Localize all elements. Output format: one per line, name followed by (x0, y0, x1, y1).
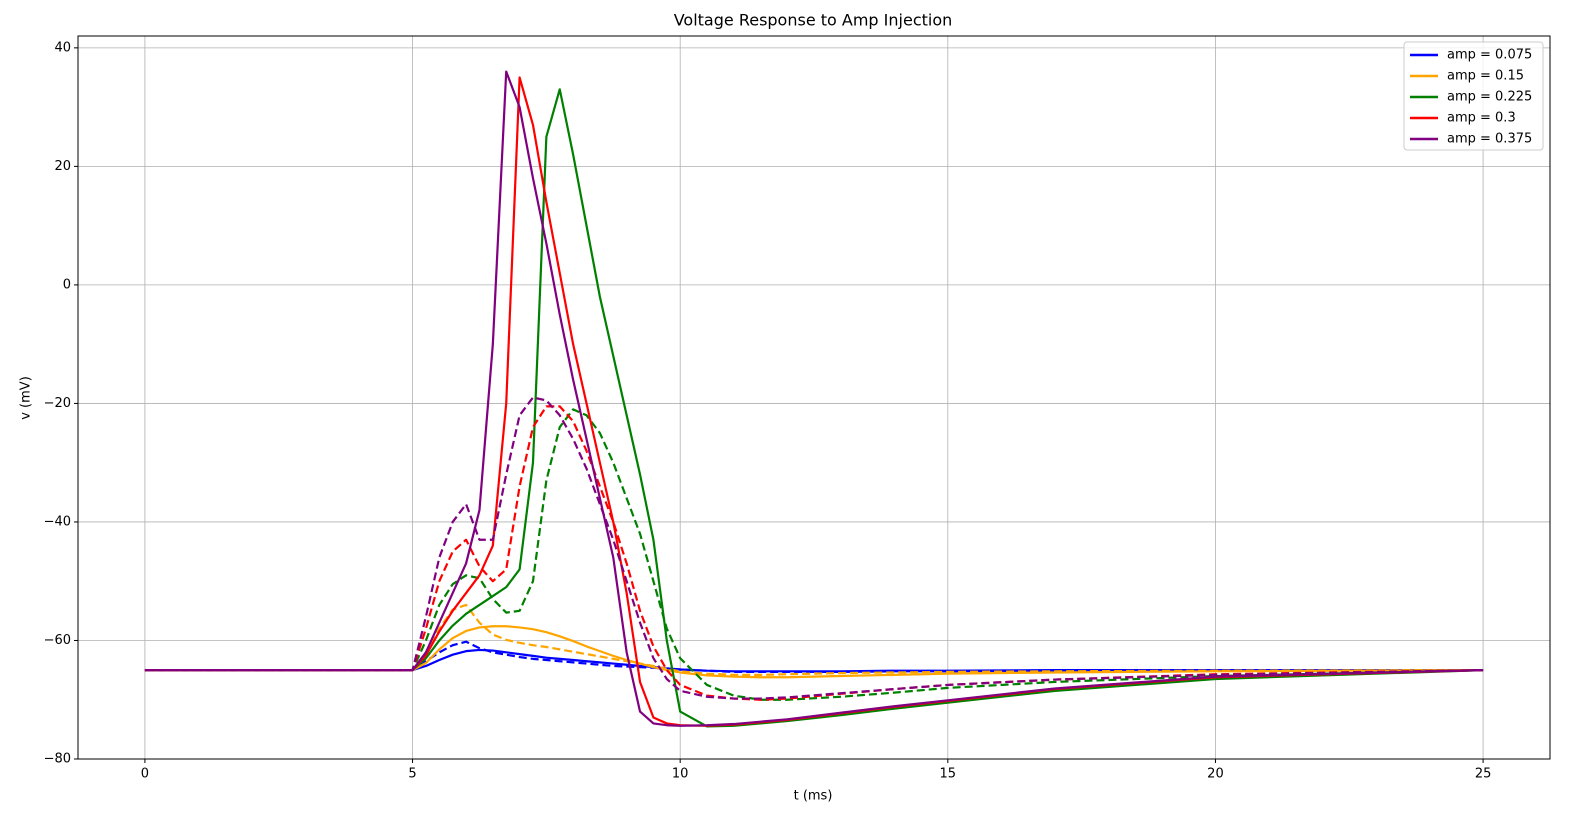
x-tick-label: 0 (141, 767, 149, 782)
legend-label: amp = 0.3 (1447, 111, 1516, 126)
y-axis-label: v (mV) (19, 376, 34, 420)
y-tick-label: −80 (44, 752, 71, 767)
line-series (144, 88, 1484, 728)
y-tick-label: −40 (44, 514, 71, 529)
x-tick-label: 25 (1475, 767, 1492, 782)
legend-label: amp = 0.375 (1447, 132, 1532, 147)
line-series (144, 625, 1484, 679)
line-series (144, 603, 1484, 676)
chart-title: Voltage Response to Amp Injection (674, 11, 953, 30)
legend-label: amp = 0.075 (1447, 48, 1532, 63)
x-tick-label: 5 (408, 767, 416, 782)
legend-box (1403, 41, 1544, 151)
line-series (144, 70, 1484, 727)
line-series (144, 640, 1484, 673)
y-tick-label: 40 (54, 40, 71, 55)
x-axis-label: t (ms) (794, 789, 833, 804)
x-tick-label: 15 (940, 767, 957, 782)
legend: amp = 0.075 amp = 0.15 amp = 0.225 amp = 0.… (1403, 41, 1544, 151)
line-series (144, 76, 1484, 727)
y-tick-label: −60 (44, 633, 71, 648)
y-tick-label: 0 (63, 277, 71, 292)
line-series (144, 396, 1484, 700)
y-tick-label: −20 (44, 396, 71, 411)
line-series (144, 405, 1484, 701)
plot-frame (77, 35, 1551, 760)
line-series (144, 648, 1484, 673)
x-tick-label: 20 (1207, 767, 1224, 782)
y-tick-label: 20 (54, 159, 71, 174)
x-tick-label: 10 (672, 767, 689, 782)
legend-label: amp = 0.15 (1447, 69, 1524, 84)
legend-label: amp = 0.225 (1447, 90, 1532, 105)
line-series (144, 408, 1484, 701)
